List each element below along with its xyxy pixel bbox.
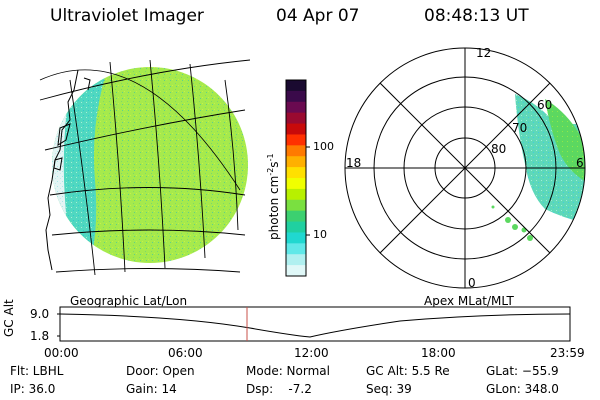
time-label: 08:48:13 UT <box>424 6 529 26</box>
seq-status: Seq: 39 <box>366 382 412 396</box>
mlt-label-0: 0 <box>468 276 476 290</box>
colorbar-cell <box>286 80 306 92</box>
limb-arc <box>39 69 241 191</box>
xtick-2359: 23:59 <box>550 346 585 360</box>
xtick-0600: 06:00 <box>168 346 203 360</box>
gc-alt-status: GC Alt: 5.5 Re <box>366 364 450 378</box>
colorbar-tick-10: 10 <box>313 228 327 241</box>
polar-image-data <box>515 94 585 224</box>
colorbar-cell <box>286 210 306 223</box>
colorbar <box>285 79 310 277</box>
colorbar-tick-100: 100 <box>313 140 334 153</box>
colorbar-gradient <box>286 80 306 277</box>
mlt-label-6: 6 <box>576 156 584 170</box>
gc-alt-ytick-9: 9.0 <box>30 307 50 321</box>
filter-status: Flt: LBHL <box>10 364 64 378</box>
colorbar-cell <box>286 254 306 266</box>
colorbar-cell <box>286 167 306 179</box>
door-status: Door: Open <box>126 364 195 378</box>
mlt-label-18: 18 <box>346 156 362 170</box>
xtick-1800: 18:00 <box>421 346 456 360</box>
colorbar-cell <box>286 243 306 255</box>
mlat-label-70: 70 <box>512 121 528 135</box>
colorbar-cell <box>286 221 306 233</box>
mlat-label-80: 80 <box>491 142 507 156</box>
colorbar-cell <box>286 199 306 212</box>
colorbar-cell <box>286 156 306 168</box>
colorbar-cell <box>286 265 306 277</box>
colorbar-cell <box>286 123 306 135</box>
colorbar-cell <box>286 112 306 125</box>
colorbar-cell <box>286 178 306 190</box>
colorbar-cell <box>286 90 306 103</box>
mlt-label-12: 12 <box>476 46 492 60</box>
colorbar-cell <box>286 101 306 114</box>
apex-label: Apex MLat/MLT <box>424 294 514 308</box>
polar-mlat-mlt-plot <box>344 47 586 289</box>
mlat-label-60: 60 <box>537 98 553 112</box>
ip-status: IP: 36.0 <box>10 382 56 396</box>
gc-alt-ylabel: GC Alt <box>2 299 16 337</box>
gc-alt-ytick-1.8: 1.8 <box>30 329 50 343</box>
lat-lon-grid <box>39 59 251 276</box>
colorbar-cell <box>286 188 306 201</box>
date-label: 04 Apr 07 <box>276 6 360 26</box>
auroral-dots <box>491 205 533 241</box>
glon-status: GLon: 348.0 <box>486 382 559 396</box>
mode-status: Mode: Normal <box>246 364 330 378</box>
dsp-status: Dsp: -7.2 <box>246 382 312 396</box>
xtick-0000: 00:00 <box>44 346 79 360</box>
gain-status: Gain: 14 <box>126 382 177 396</box>
geographic-image-panel <box>39 59 251 276</box>
colorbar-cell <box>286 134 306 146</box>
glat-status: GLat: −55.9 <box>486 364 559 378</box>
xtick-1200: 12:00 <box>294 346 329 360</box>
app-title: Ultraviolet Imager <box>50 6 204 26</box>
geographic-label: Geographic Lat/Lon <box>70 294 188 308</box>
gc-alt-chart <box>57 306 571 342</box>
gc-alt-curve <box>59 313 571 338</box>
gc-alt-frame <box>59 306 571 342</box>
coastline <box>45 69 91 271</box>
colorbar-cell <box>286 145 306 157</box>
polar-grid <box>344 47 586 289</box>
colorbar-cell <box>286 232 306 244</box>
colorbar-label: photon cm-2s-1 <box>266 153 281 240</box>
